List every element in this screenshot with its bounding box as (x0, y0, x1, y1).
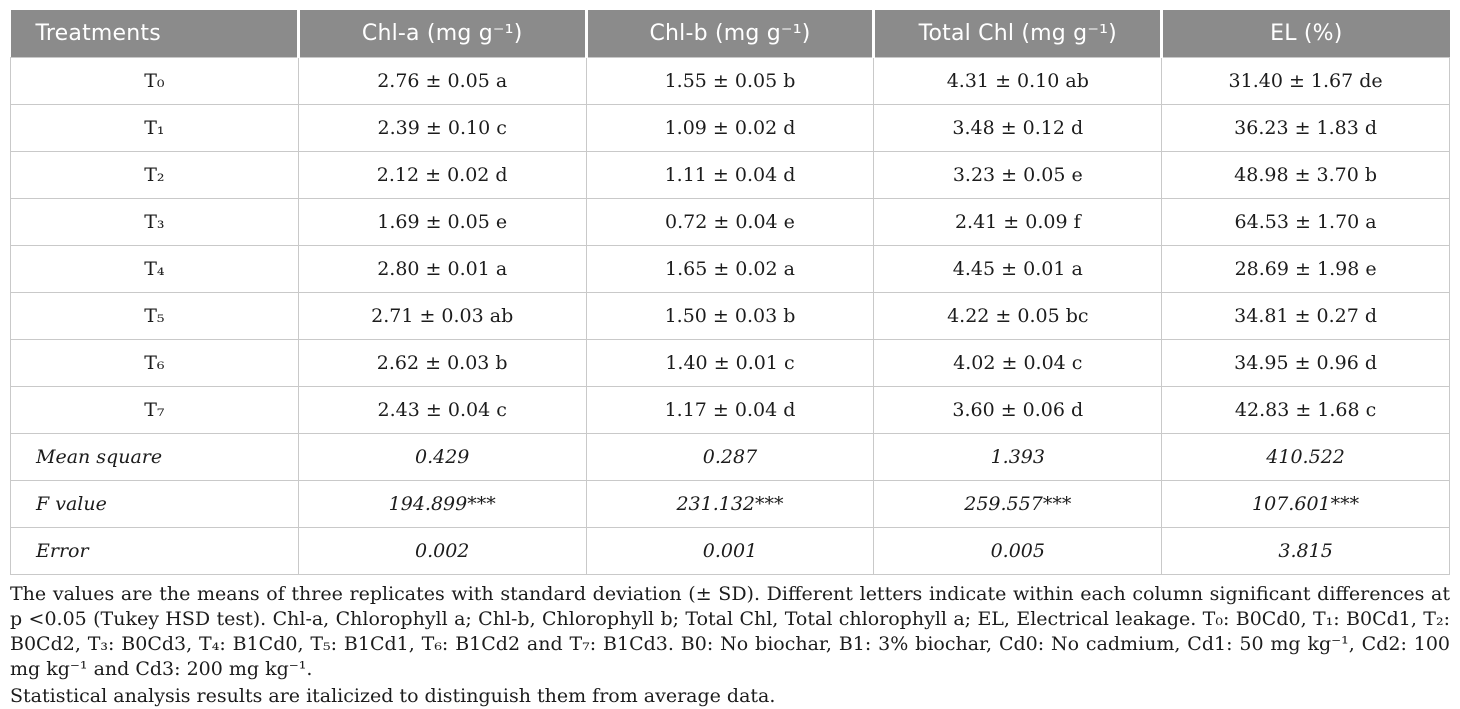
treatment-cell: T₀ (10, 57, 299, 105)
total-chl-cell: 4.02 ± 0.04 c (873, 339, 1163, 387)
column-header-chl-a: Chl-a (mg g⁻¹) (296, 10, 587, 58)
table-footnotes: The values are the means of three replic… (10, 582, 1450, 709)
treatment-cell: T₆ (10, 339, 299, 387)
chl-b-cell: 1.11 ± 0.04 d (585, 151, 875, 199)
stat-label-cell: Mean square (10, 433, 299, 481)
table-row: T₀ 2.76 ± 0.05 a 1.55 ± 0.05 b 4.31 ± 0.… (10, 57, 1450, 105)
total-chl-cell: 4.45 ± 0.01 a (873, 245, 1163, 293)
chl-b-cell: 1.40 ± 0.01 c (585, 339, 875, 387)
chl-b-cell: 0.001 (585, 527, 875, 575)
chl-a-cell: 1.69 ± 0.05 e (297, 198, 587, 246)
el-cell: 28.69 ± 1.98 e (1161, 245, 1450, 293)
chl-a-cell: 2.39 ± 0.10 c (297, 104, 587, 152)
total-chl-cell: 0.005 (873, 527, 1163, 575)
treatment-cell: T₁ (10, 104, 299, 152)
el-cell: 107.601*** (1161, 480, 1450, 528)
chl-a-cell: 194.899*** (297, 480, 587, 528)
header-row: Treatments Chl-a (mg g⁻¹) Chl-b (mg g⁻¹)… (10, 10, 1450, 58)
table-row: T₆ 2.62 ± 0.03 b 1.40 ± 0.01 c 4.02 ± 0.… (10, 339, 1450, 387)
total-chl-cell: 4.31 ± 0.10 ab (873, 57, 1163, 105)
footnote-stats: Statistical analysis results are italici… (10, 685, 776, 707)
el-cell: 36.23 ± 1.83 d (1161, 104, 1450, 152)
treatment-cell: T₇ (10, 386, 299, 434)
el-cell: 410.522 (1161, 433, 1450, 481)
el-cell: 42.83 ± 1.68 c (1161, 386, 1450, 434)
column-header-el: EL (%) (1160, 10, 1450, 58)
treatment-cell: T₂ (10, 151, 299, 199)
total-chl-cell: 3.23 ± 0.05 e (873, 151, 1163, 199)
table-row: T₁ 2.39 ± 0.10 c 1.09 ± 0.02 d 3.48 ± 0.… (10, 104, 1450, 152)
mean-square-row: Mean square 0.429 0.287 1.393 410.522 (10, 433, 1450, 481)
table-row: T₅ 2.71 ± 0.03 ab 1.50 ± 0.03 b 4.22 ± 0… (10, 292, 1450, 340)
chl-a-cell: 2.71 ± 0.03 ab (297, 292, 587, 340)
chl-b-cell: 1.55 ± 0.05 b (585, 57, 875, 105)
chl-a-cell: 2.43 ± 0.04 c (297, 386, 587, 434)
chl-b-cell: 1.65 ± 0.02 a (585, 245, 875, 293)
table-row: T₇ 2.43 ± 0.04 c 1.17 ± 0.04 d 3.60 ± 0.… (10, 386, 1450, 434)
stat-label-cell: F value (10, 480, 299, 528)
f-value-row: F value 194.899*** 231.132*** 259.557***… (10, 480, 1450, 528)
chl-a-cell: 2.80 ± 0.01 a (297, 245, 587, 293)
chl-b-cell: 1.09 ± 0.02 d (585, 104, 875, 152)
chl-a-cell: 2.76 ± 0.05 a (297, 57, 587, 105)
total-chl-cell: 1.393 (873, 433, 1163, 481)
total-chl-cell: 3.60 ± 0.06 d (873, 386, 1163, 434)
chl-b-cell: 1.50 ± 0.03 b (585, 292, 875, 340)
chl-b-cell: 0.287 (585, 433, 875, 481)
el-cell: 64.53 ± 1.70 a (1161, 198, 1450, 246)
total-chl-cell: 4.22 ± 0.05 bc (873, 292, 1163, 340)
column-header-chl-b: Chl-b (mg g⁻¹) (584, 10, 874, 58)
error-row: Error 0.002 0.001 0.005 3.815 (10, 527, 1450, 575)
table-row: T₃ 1.69 ± 0.05 e 0.72 ± 0.04 e 2.41 ± 0.… (10, 198, 1450, 246)
el-cell: 34.81 ± 0.27 d (1161, 292, 1450, 340)
stat-label-cell: Error (10, 527, 299, 575)
el-cell: 48.98 ± 3.70 b (1161, 151, 1450, 199)
el-cell: 3.815 (1161, 527, 1450, 575)
table-row: T₄ 2.80 ± 0.01 a 1.65 ± 0.02 a 4.45 ± 0.… (10, 245, 1450, 293)
total-chl-cell: 3.48 ± 0.12 d (873, 104, 1163, 152)
chl-a-cell: 0.002 (297, 527, 587, 575)
treatment-cell: T₅ (10, 292, 299, 340)
chl-a-cell: 2.12 ± 0.02 d (297, 151, 587, 199)
footnote-main: The values are the means of three replic… (10, 583, 1450, 680)
el-cell: 31.40 ± 1.67 de (1161, 57, 1450, 105)
chl-a-cell: 0.429 (297, 433, 587, 481)
chl-b-cell: 1.17 ± 0.04 d (585, 386, 875, 434)
total-chl-cell: 259.557*** (873, 480, 1163, 528)
column-header-treatments: Treatments (10, 10, 299, 58)
table-row: T₂ 2.12 ± 0.02 d 1.11 ± 0.04 d 3.23 ± 0.… (10, 151, 1450, 199)
column-header-total-chl: Total Chl (mg g⁻¹) (872, 10, 1162, 58)
chl-b-cell: 0.72 ± 0.04 e (585, 198, 875, 246)
el-cell: 34.95 ± 0.96 d (1161, 339, 1450, 387)
chl-b-cell: 231.132*** (585, 480, 875, 528)
chl-a-cell: 2.62 ± 0.03 b (297, 339, 587, 387)
results-table: Treatments Chl-a (mg g⁻¹) Chl-b (mg g⁻¹)… (10, 10, 1450, 575)
treatment-cell: T₃ (10, 198, 299, 246)
treatment-cell: T₄ (10, 245, 299, 293)
total-chl-cell: 2.41 ± 0.09 f (873, 198, 1163, 246)
